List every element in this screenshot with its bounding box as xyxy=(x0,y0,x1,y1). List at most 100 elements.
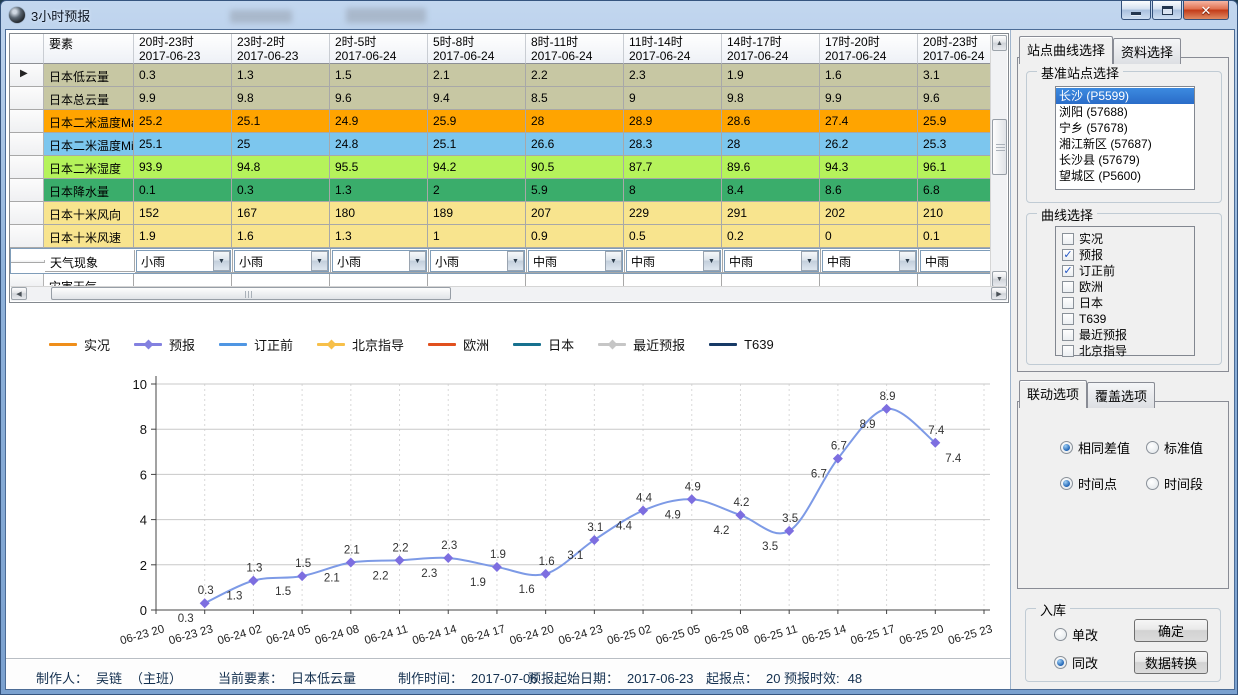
checkbox-icon[interactable] xyxy=(1062,296,1074,309)
checkbox-icon[interactable] xyxy=(1062,232,1074,245)
row-selector[interactable]: ▶ xyxy=(10,64,44,87)
value-cell[interactable]: 0.3 xyxy=(134,64,232,87)
curve-option[interactable]: 北京指导 xyxy=(1062,343,1194,358)
value-cell[interactable]: 0.3 xyxy=(232,179,330,202)
value-cell[interactable]: 2.1 xyxy=(428,64,526,87)
checkbox-icon[interactable] xyxy=(1062,312,1074,325)
value-cell[interactable]: 96.1 xyxy=(918,156,991,179)
close-button[interactable]: ✕ xyxy=(1183,1,1229,20)
confirm-button[interactable]: 确定 xyxy=(1134,619,1208,642)
value-cell[interactable]: 167 xyxy=(232,202,330,225)
value-cell[interactable]: 5.9 xyxy=(526,179,624,202)
value-cell[interactable]: 8.4 xyxy=(722,179,820,202)
value-cell[interactable]: 28.3 xyxy=(624,133,722,156)
forecast-chart[interactable]: 06-23 20 06-23 23 06-24 02 06-24 05 06-24 08… xyxy=(9,357,1012,657)
value-cell[interactable]: 8.5 xyxy=(526,87,624,110)
row-selector[interactable] xyxy=(10,133,44,156)
value-cell[interactable] xyxy=(624,274,722,287)
value-cell[interactable]: 0 xyxy=(820,225,918,248)
radio-time-range[interactable]: 时间段 xyxy=(1146,474,1203,493)
value-cell[interactable]: 1.5 xyxy=(330,64,428,87)
scroll-left-button[interactable]: ◀ xyxy=(11,287,27,300)
value-cell[interactable]: 28.9 xyxy=(624,110,722,133)
checkbox-icon[interactable]: ✓ xyxy=(1062,264,1074,277)
value-cell[interactable]: 25.1 xyxy=(428,133,526,156)
time-column-header[interactable]: 8时-11时 2017-06-24 xyxy=(526,34,624,64)
tab-overlay-options[interactable]: 覆盖选项 xyxy=(1087,382,1156,408)
value-cell[interactable]: 1.9 xyxy=(134,225,232,248)
value-cell[interactable]: 28 xyxy=(526,110,624,133)
value-cell[interactable]: 95.5 xyxy=(330,156,428,179)
value-cell[interactable]: 1.6 xyxy=(820,64,918,87)
value-cell[interactable]: 0.2 xyxy=(722,225,820,248)
row-selector[interactable] xyxy=(10,202,44,225)
scroll-up-button[interactable]: ▲ xyxy=(992,35,1007,51)
data-convert-button[interactable]: 数据转换 xyxy=(1134,651,1208,674)
value-cell[interactable] xyxy=(722,274,820,287)
tab-link-options[interactable]: 联动选项 xyxy=(1019,380,1088,408)
value-cell[interactable]: 152 xyxy=(134,202,232,225)
value-cell[interactable]: 93.9 xyxy=(134,156,232,179)
value-cell[interactable]: 24.9 xyxy=(330,110,428,133)
row-selector[interactable] xyxy=(10,87,44,110)
value-cell[interactable] xyxy=(330,274,428,287)
value-cell[interactable]: 25.2 xyxy=(134,110,232,133)
curve-option[interactable]: T639 xyxy=(1062,311,1194,326)
station-item[interactable]: 望城区 (P5600) xyxy=(1059,169,1142,183)
value-cell[interactable]: 291 xyxy=(722,202,820,225)
value-cell[interactable]: 2.2 xyxy=(526,64,624,87)
value-cell[interactable]: 25.1 xyxy=(232,110,330,133)
value-cell[interactable]: 1.3 xyxy=(232,64,330,87)
row-selector[interactable] xyxy=(11,259,45,263)
value-cell[interactable]: 2 xyxy=(428,179,526,202)
value-cell[interactable] xyxy=(526,274,624,287)
time-column-header[interactable]: 20时-23时 2017-06-23 xyxy=(134,34,232,64)
combobox-dropdown-button[interactable]: ▼ xyxy=(311,251,328,271)
vertical-scroll-thumb[interactable] xyxy=(992,119,1007,175)
value-cell[interactable]: 9 xyxy=(624,87,722,110)
value-cell[interactable] xyxy=(134,274,232,287)
station-item[interactable]: 长沙 (P5599) xyxy=(1056,88,1194,104)
value-cell[interactable]: 90.5 xyxy=(526,156,624,179)
value-cell[interactable]: 9.8 xyxy=(722,87,820,110)
weather-combobox[interactable]: 中雨▼ xyxy=(724,250,819,272)
horizontal-scroll-thumb[interactable] xyxy=(51,287,451,300)
time-column-header[interactable]: 5时-8时 2017-06-24 xyxy=(428,34,526,64)
weather-combobox[interactable]: 中雨▼ xyxy=(920,250,991,272)
value-cell[interactable]: 25.9 xyxy=(918,110,991,133)
tab-station-curve-select[interactable]: 站点曲线选择 xyxy=(1019,36,1114,64)
curve-option[interactable]: 日本 xyxy=(1062,295,1194,310)
value-cell[interactable]: 94.2 xyxy=(428,156,526,179)
combobox-dropdown-button[interactable]: ▼ xyxy=(409,251,426,271)
station-item[interactable]: 长沙县 (57679) xyxy=(1059,153,1140,167)
value-cell[interactable]: 1.6 xyxy=(232,225,330,248)
scroll-right-button[interactable]: ▶ xyxy=(991,287,1007,300)
value-cell[interactable] xyxy=(428,274,526,287)
value-cell[interactable]: 1 xyxy=(428,225,526,248)
combobox-dropdown-button[interactable]: ▼ xyxy=(703,251,720,271)
curve-checklist[interactable]: 实况 ✓ 预报 ✓ 订正前 欧洲 日本 T639 最近预报 北京指导 xyxy=(1055,226,1195,358)
curve-option[interactable]: 最近预报 xyxy=(1062,327,1194,342)
value-cell[interactable]: 89.6 xyxy=(722,156,820,179)
value-cell[interactable]: 1.3 xyxy=(330,179,428,202)
value-cell[interactable]: 9.4 xyxy=(428,87,526,110)
weather-combobox[interactable]: 中雨▼ xyxy=(528,250,623,272)
value-cell[interactable]: 28.6 xyxy=(722,110,820,133)
curve-option[interactable]: ✓ 订正前 xyxy=(1062,263,1194,278)
time-column-header[interactable]: 11时-14时 2017-06-24 xyxy=(624,34,722,64)
value-cell[interactable]: 9.9 xyxy=(134,87,232,110)
row-selector[interactable] xyxy=(10,225,44,248)
checkbox-icon[interactable] xyxy=(1062,344,1074,357)
row-selector[interactable] xyxy=(10,274,44,287)
station-item[interactable]: 湘江新区 (57687) xyxy=(1059,137,1152,151)
weather-combobox[interactable]: 小雨 ▼ xyxy=(430,250,525,272)
value-cell[interactable]: 27.4 xyxy=(820,110,918,133)
row-selector[interactable] xyxy=(10,110,44,133)
time-column-header[interactable]: 14时-17时 2017-06-24 xyxy=(722,34,820,64)
minimize-button[interactable] xyxy=(1121,1,1151,20)
time-column-header[interactable]: 17时-20时 2017-06-24 xyxy=(820,34,918,64)
row-selector[interactable] xyxy=(10,179,44,202)
checkbox-icon[interactable] xyxy=(1062,328,1074,341)
weather-combobox[interactable]: 小雨 ▼ xyxy=(136,250,231,272)
maximize-button[interactable] xyxy=(1152,1,1182,20)
